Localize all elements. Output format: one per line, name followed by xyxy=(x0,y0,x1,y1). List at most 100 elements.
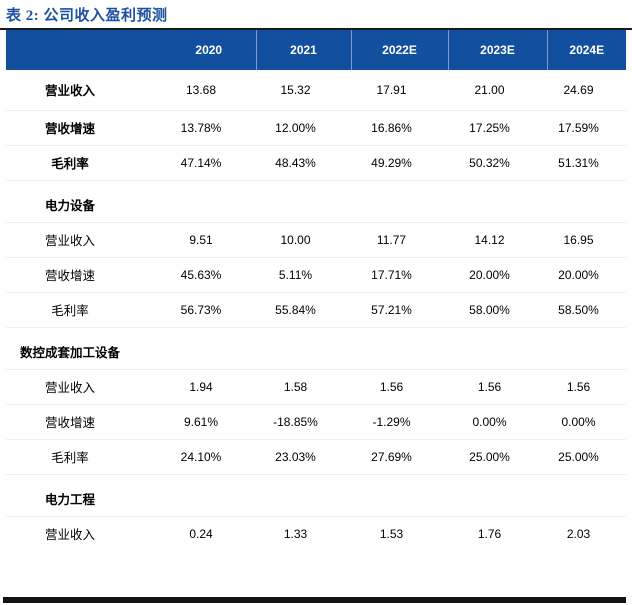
table-row: 营收增速 45.63% 5.11% 17.71% 20.00% 20.00% xyxy=(6,256,626,292)
cell-value: 1.56 xyxy=(448,368,547,404)
cell-value: 51.31% xyxy=(547,144,626,180)
revenue-forecast-table: 2020 2021 2022E 2023E 2024E 营业收入 13.68 15.32 17… xyxy=(6,30,626,551)
cell-value xyxy=(351,179,448,222)
table-row: 毛利率 24.10% 23.03% 27.69% 25.00% 25.00% xyxy=(6,438,626,474)
cell-value: 47.14% xyxy=(162,144,256,180)
cell-value: 57.21% xyxy=(351,291,448,327)
cell-value xyxy=(448,179,547,222)
cell-value: 1.94 xyxy=(162,368,256,404)
cell-value xyxy=(448,326,547,369)
cell-value: 23.03% xyxy=(256,438,351,474)
cell-value: 24.10% xyxy=(162,438,256,474)
cell-value: 1.56 xyxy=(351,368,448,404)
cell-value: 17.59% xyxy=(547,109,626,145)
cell-value: 20.00% xyxy=(547,256,626,292)
cell-value: 16.95 xyxy=(547,221,626,257)
cell-value: 48.43% xyxy=(256,144,351,180)
column-header: 2022E xyxy=(350,30,448,70)
table-bottom-border xyxy=(3,597,626,603)
cell-value xyxy=(547,179,626,222)
table-row: 营业收入 1.94 1.58 1.56 1.56 1.56 xyxy=(6,368,626,404)
row-label: 毛利率 xyxy=(6,438,162,474)
cell-value: 50.32% xyxy=(448,144,547,180)
row-label: 营收增速 xyxy=(6,256,162,292)
table-body: 营业收入 13.68 15.32 17.91 21.00 24.69 营收增速 13.78% 1… xyxy=(6,70,626,551)
table-row: 毛利率 47.14% 48.43% 49.29% 50.32% 51.31% xyxy=(6,144,626,180)
row-label: 毛利率 xyxy=(6,144,162,180)
cell-value: 2.03 xyxy=(547,515,626,551)
cell-value: 1.76 xyxy=(448,515,547,551)
cell-value: 13.78% xyxy=(162,109,256,145)
cell-value: 45.63% xyxy=(162,256,256,292)
cell-value: 17.71% xyxy=(351,256,448,292)
row-label: 营业收入 xyxy=(6,515,162,551)
cell-value xyxy=(547,326,626,369)
table-row: 营收增速 9.61% -18.85% -1.29% 0.00% 0.00% xyxy=(6,403,626,439)
cell-value: 58.00% xyxy=(448,291,547,327)
cell-value xyxy=(162,179,256,222)
cell-value: 25.00% xyxy=(448,438,547,474)
cell-value: 20.00% xyxy=(448,256,547,292)
cell-value: 16.86% xyxy=(351,109,448,145)
cell-value: 1.58 xyxy=(256,368,351,404)
cell-value xyxy=(448,473,547,516)
section-row: 数控成套加工设备 xyxy=(6,326,626,369)
section-row: 电力设备 xyxy=(6,179,626,222)
row-label: 毛利率 xyxy=(6,291,162,327)
row-label: 营业收入 xyxy=(6,221,162,257)
row-label: 电力工程 xyxy=(6,473,162,516)
cell-value: 0.24 xyxy=(162,515,256,551)
cell-value: -1.29% xyxy=(351,403,448,439)
table-header: 2020 2021 2022E 2023E 2024E xyxy=(6,30,626,70)
row-label: 营收增速 xyxy=(6,109,162,145)
cell-value: 27.69% xyxy=(351,438,448,474)
table-row: 毛利率 56.73% 55.84% 57.21% 58.00% 58.50% xyxy=(6,291,626,327)
cell-value: 1.33 xyxy=(256,515,351,551)
cell-value xyxy=(162,326,256,369)
cell-value: 1.56 xyxy=(547,368,626,404)
cell-value: 10.00 xyxy=(256,221,351,257)
cell-value xyxy=(351,326,448,369)
table-row: 营业收入 13.68 15.32 17.91 21.00 24.69 xyxy=(6,70,626,110)
cell-value: 21.00 xyxy=(474,82,505,97)
cell-value xyxy=(256,179,351,222)
column-header: 2020 xyxy=(162,30,256,70)
cell-value: 11.77 xyxy=(351,221,448,257)
cell-value: 58.50% xyxy=(547,291,626,327)
cell-value: 0.00% xyxy=(448,403,547,439)
cell-value: 55.84% xyxy=(256,291,351,327)
cell-value: 17.91 xyxy=(376,82,407,97)
cell-value: 0.00% xyxy=(547,403,626,439)
cell-value xyxy=(351,473,448,516)
row-label: 数控成套加工设备 xyxy=(6,326,162,369)
cell-value: 9.61% xyxy=(162,403,256,439)
cell-value: 9.51 xyxy=(162,221,256,257)
cell-value: 25.00% xyxy=(547,438,626,474)
cell-value: 56.73% xyxy=(162,291,256,327)
table-row: 营业收入 9.51 10.00 11.77 14.12 16.95 xyxy=(6,221,626,257)
column-header: 2024E xyxy=(546,30,626,70)
table-title: 表 2: 公司收入盈利预测 xyxy=(6,8,168,24)
row-label: 营收增速 xyxy=(6,403,162,439)
cell-value: 49.29% xyxy=(351,144,448,180)
cell-value: 14.12 xyxy=(448,221,547,257)
cell-value: 15.32 xyxy=(280,82,311,97)
table-top-rule xyxy=(0,28,632,30)
cell-value: 17.25% xyxy=(448,109,547,145)
row-label: 营业收入 xyxy=(6,368,162,404)
cell-value xyxy=(256,326,351,369)
cell-value: 24.69 xyxy=(563,82,594,97)
cell-value xyxy=(162,473,256,516)
table-row: 营业收入 0.24 1.33 1.53 1.76 2.03 xyxy=(6,515,626,551)
section-row: 电力工程 xyxy=(6,473,626,516)
column-header: 2021 xyxy=(255,30,351,70)
table-row: 营收增速 13.78% 12.00% 16.86% 17.25% 17.59% xyxy=(6,109,626,145)
header-label-cell xyxy=(6,30,162,70)
cell-value: 1.53 xyxy=(351,515,448,551)
header-row: 2020 2021 2022E 2023E 2024E xyxy=(6,30,626,70)
cell-value: -18.85% xyxy=(256,403,351,439)
row-label: 电力设备 xyxy=(6,179,162,222)
cell-value: 13.68 xyxy=(185,82,217,97)
column-header: 2023E xyxy=(447,30,547,70)
